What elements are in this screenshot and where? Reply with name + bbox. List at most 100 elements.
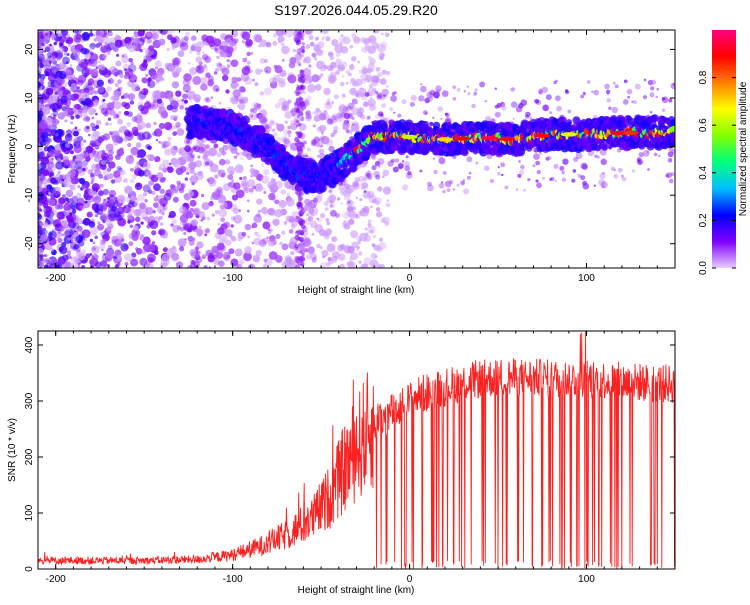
noise-blob [112,134,120,143]
noise-blob [398,166,401,169]
noise-blob [187,212,194,218]
noise-blob [336,112,343,119]
noise-blob [190,43,199,52]
noise-blob [604,83,610,90]
noise-blob [123,178,128,183]
noise-blob [301,242,306,247]
noise-blob [115,252,119,256]
noise-blob [64,134,73,144]
noise-blob [489,179,494,183]
noise-blob [532,164,536,168]
noise-blob [350,252,359,261]
noise-blob [409,101,415,107]
noise-blob [75,165,79,169]
noise-blob [273,64,278,69]
noise-blob [318,113,327,121]
noise-blob [112,68,120,76]
noise-blob [375,207,381,212]
noise-blob [298,135,302,138]
noise-blob [360,263,369,268]
noise-blob [213,143,219,149]
noise-blob [435,88,441,94]
noise-blob [283,128,291,137]
noise-blob [258,45,261,48]
noise-blob [132,174,137,180]
noise-blob [85,116,90,122]
noise-blob [525,111,531,118]
noise-blob [98,210,103,215]
noise-blob [181,42,186,48]
noise-blob [39,222,45,227]
noise-blob [228,248,235,255]
noise-blob [171,45,176,51]
noise-blob [215,88,220,92]
noise-blob [600,181,608,189]
noise-blob [289,56,297,64]
noise-blob [147,145,152,151]
noise-blob [38,48,43,55]
noise-blob [471,103,476,109]
noise-blob [70,115,75,120]
noise-blob [84,97,92,106]
noise-blob [124,253,133,262]
noise-blob [355,78,363,87]
noise-blob [189,67,198,76]
noise-blob [188,188,192,192]
noise-blob [283,221,288,225]
noise-blob [42,227,47,232]
noise-blob [631,100,634,103]
noise-blob [536,170,541,175]
noise-blob [473,91,478,96]
noise-blob [66,133,72,139]
noise-blob [341,93,346,98]
noise-blob [307,216,313,222]
noise-blob [39,64,43,68]
noise-blob [226,63,230,67]
noise-blob [151,190,156,195]
noise-blob [433,169,438,175]
noise-blob [106,70,112,76]
noise-blob [254,82,259,87]
noise-blob [62,46,69,52]
noise-blob [195,256,203,264]
noise-blob [77,75,87,84]
noise-blob [316,217,320,221]
noise-blob [240,156,244,161]
noise-blob [424,97,431,104]
noise-blob [64,165,69,169]
noise-blob [154,95,158,99]
noise-blob [182,84,191,93]
noise-blob [182,221,188,227]
noise-blob [359,92,365,98]
noise-blob [82,111,88,117]
noise-blob [190,153,195,159]
noise-blob [43,222,49,228]
noise-blob [305,114,312,122]
noise-blob [61,178,65,182]
noise-blob [553,80,557,85]
noise-blob [617,148,622,153]
noise-blob [75,259,80,264]
noise-blob [227,166,235,175]
noise-blob [136,112,143,119]
noise-blob [512,117,515,120]
noise-blob [50,33,57,40]
noise-blob [48,191,52,195]
noise-blob [82,217,91,226]
noise-blob [367,222,371,226]
noise-blob [593,89,599,96]
noise-blob [224,159,231,165]
noise-blob [468,172,472,175]
noise-blob [438,182,445,189]
noise-blob [78,105,84,111]
noise-blob [148,180,155,186]
noise-blob [46,85,53,93]
noise-blob [247,209,250,213]
noise-blob [59,226,65,232]
noise-blob [649,92,655,98]
noise-blob [72,107,78,113]
noise-blob [39,253,44,259]
noise-blob [84,200,88,204]
noise-blob [360,114,366,120]
noise-blob [195,64,205,74]
